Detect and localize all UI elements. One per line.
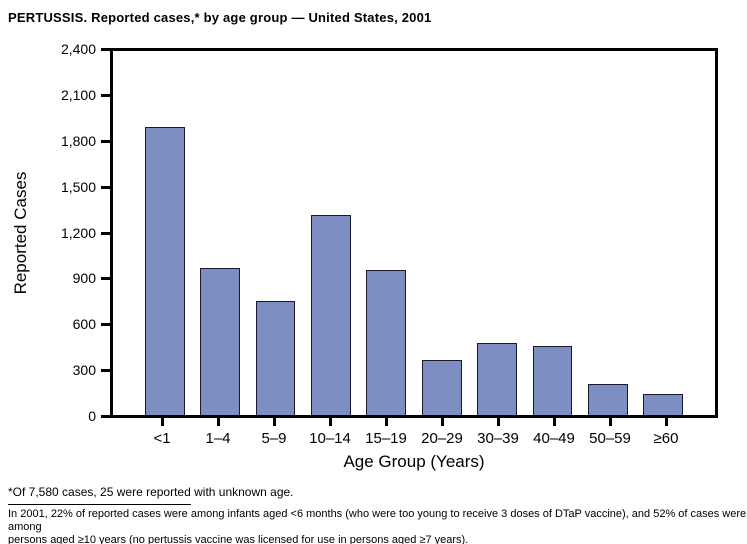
y-tick-mark bbox=[101, 369, 110, 372]
bar-20–29 bbox=[421, 359, 462, 415]
y-tick-label-0: 0 bbox=[88, 408, 96, 424]
x-tick-slot bbox=[190, 418, 246, 426]
bar-≥60 bbox=[643, 393, 684, 415]
x-tick-label-40–49: 40–49 bbox=[533, 430, 575, 447]
plot-area bbox=[110, 48, 718, 418]
y-tick-label-2,100: 2,100 bbox=[60, 87, 96, 103]
x-tick-mark bbox=[496, 418, 500, 426]
bar-slot bbox=[192, 51, 247, 415]
bar-30–39 bbox=[477, 342, 518, 415]
y-tick-mark bbox=[101, 232, 110, 235]
x-tick-slot bbox=[302, 418, 358, 426]
y-tick-mark bbox=[101, 140, 110, 143]
y-tick-mark bbox=[101, 415, 110, 418]
x-tick-slot bbox=[246, 418, 302, 426]
bar-slot bbox=[469, 51, 524, 415]
x-tick-slot bbox=[414, 418, 470, 426]
bar-slot bbox=[636, 51, 691, 415]
bar-slot bbox=[248, 51, 303, 415]
x-axis-title: Age Group (Years) bbox=[343, 452, 485, 471]
x-tick-slot bbox=[582, 418, 638, 426]
bar-50–59 bbox=[588, 383, 628, 415]
bar-series bbox=[113, 51, 715, 415]
bar-15–19 bbox=[366, 270, 407, 415]
x-tick-mark bbox=[440, 418, 444, 426]
x-tick-label-30–39: 30–39 bbox=[477, 430, 519, 447]
bar-slot bbox=[137, 51, 192, 415]
bar-10–14 bbox=[310, 214, 351, 415]
x-tick-mark bbox=[608, 418, 612, 426]
x-tick-label-1–4: 1–4 bbox=[205, 430, 231, 447]
bar-slot bbox=[359, 51, 414, 415]
y-axis: 0 300 600 900 1,200 1,500 1,800 2,100 2,400 bbox=[0, 42, 110, 424]
footnote-detail-line-1: In 2001, 22% of reported cases were amon… bbox=[8, 508, 747, 533]
x-tick-label-20–29: 20–29 bbox=[421, 430, 463, 447]
bar-slot bbox=[525, 51, 580, 415]
bar-slot bbox=[580, 51, 635, 415]
x-tick-slot bbox=[358, 418, 414, 426]
x-tick-slot bbox=[638, 418, 694, 426]
x-tick-mark bbox=[552, 418, 556, 426]
y-tick-label-1,800: 1,800 bbox=[60, 133, 96, 149]
x-tick-label-15–19: 15–19 bbox=[365, 430, 407, 447]
x-tick-mark bbox=[384, 418, 388, 426]
bar-5–9 bbox=[255, 300, 296, 415]
chart-title: PERTUSSIS. Reported cases,* by age group… bbox=[8, 10, 432, 25]
y-tick-label-600: 600 bbox=[72, 316, 96, 332]
x-tick-mark bbox=[272, 418, 276, 426]
bar-40–49 bbox=[532, 346, 573, 415]
y-tick-label-900: 900 bbox=[72, 270, 96, 286]
bar-slot bbox=[414, 51, 469, 415]
bar-slot bbox=[303, 51, 358, 415]
x-tick-mark bbox=[216, 418, 220, 426]
x-tick-label-<1: <1 bbox=[153, 430, 171, 447]
x-tick-label-10–14: 10–14 bbox=[309, 430, 351, 447]
x-tick-slot bbox=[470, 418, 526, 426]
x-tick-mark bbox=[160, 418, 164, 426]
footnote-unknown-age: *Of 7,580 cases, 25 were reported with u… bbox=[8, 485, 294, 499]
x-tick-slot bbox=[134, 418, 190, 426]
x-tick-mark bbox=[328, 418, 332, 426]
footnote-detail-line-2: persons aged ≥10 years (no pertussis vac… bbox=[8, 534, 469, 544]
y-tick-label-300: 300 bbox=[72, 362, 96, 378]
x-tick-label-≥60: ≥60 bbox=[653, 430, 679, 447]
bar-1–4 bbox=[200, 267, 241, 415]
y-tick-mark bbox=[101, 277, 110, 280]
x-axis-labels: <1 1–4 5–9 10–14 15–19 20–29 30–39 40–49 50–59 ≥6… bbox=[110, 430, 718, 447]
y-tick-label-1,500: 1,500 bbox=[60, 179, 96, 195]
x-tick-label-5–9: 5–9 bbox=[261, 430, 287, 447]
y-tick-label-1,200: 1,200 bbox=[60, 225, 96, 241]
x-axis-ticks bbox=[110, 418, 718, 426]
y-tick-mark bbox=[101, 48, 110, 51]
footnote-divider bbox=[8, 504, 191, 505]
y-tick-mark bbox=[101, 94, 110, 97]
y-tick-mark bbox=[101, 323, 110, 326]
x-tick-slot bbox=[526, 418, 582, 426]
y-tick-mark bbox=[101, 186, 110, 189]
y-tick-label-2,400: 2,400 bbox=[60, 41, 96, 57]
bar-<1 bbox=[144, 126, 185, 415]
x-tick-mark bbox=[664, 418, 668, 426]
x-tick-label-50–59: 50–59 bbox=[589, 430, 631, 447]
footnote-detail: In 2001, 22% of reported cases were amon… bbox=[8, 508, 747, 544]
